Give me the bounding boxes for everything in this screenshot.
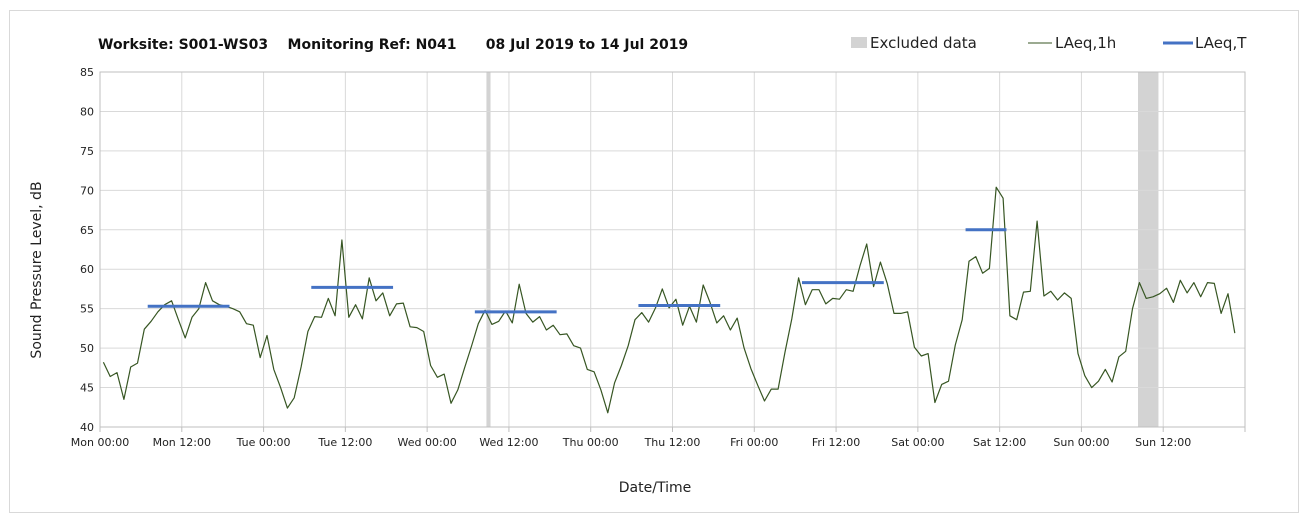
- legend-laeqt-label: LAeq,T: [1195, 34, 1247, 52]
- x-tick-label: Mon 00:00: [71, 436, 129, 449]
- y-tick-label: 60: [80, 263, 94, 276]
- x-tick-label: Sat 12:00: [973, 436, 1026, 449]
- x-tick-label: Tue 00:00: [236, 436, 291, 449]
- x-tick-label: Fri 12:00: [812, 436, 860, 449]
- legend-excluded-swatch: [851, 37, 867, 48]
- x-tick-label: Sun 00:00: [1053, 436, 1109, 449]
- x-tick-label: Thu 12:00: [644, 436, 701, 449]
- y-tick-label: 55: [80, 303, 94, 316]
- x-tick-label: Tue 12:00: [317, 436, 372, 449]
- laeq-1h-line: [102, 186, 1236, 414]
- y-tick-label: 80: [80, 105, 94, 118]
- x-tick-label: Fri 00:00: [730, 436, 778, 449]
- excluded-bands: [486, 72, 1159, 427]
- x-tick-label: Wed 00:00: [398, 436, 457, 449]
- y-tick-label: 50: [80, 342, 94, 355]
- legend-laeq1h-label: LAeq,1h: [1055, 34, 1116, 52]
- x-tick-label: Sat 00:00: [891, 436, 944, 449]
- x-tick-marks: [99, 427, 1246, 432]
- chart-title: Worksite: S001-WS03 Monitoring Ref: N041…: [98, 37, 688, 53]
- laeq-t-segments: [147, 228, 1007, 314]
- grid-lines: [99, 71, 1245, 428]
- x-tick-label: Mon 12:00: [153, 436, 211, 449]
- x-tick-label: Wed 12:00: [479, 436, 538, 449]
- legend: Excluded data LAeq,1h LAeq,T: [851, 34, 1247, 52]
- y-tick-label: 75: [80, 145, 94, 158]
- x-tick-labels: Mon 00:00 Mon 12:00 Tue 00:00 Tue 12:00 Wed …: [71, 436, 1191, 449]
- y-tick-label: 85: [80, 66, 94, 79]
- legend-excluded-label: Excluded data: [870, 34, 977, 52]
- y-tick-labels: 40 45 50 55 60 65 70 75 80 85: [80, 66, 94, 434]
- x-tick-label: Sun 12:00: [1135, 436, 1191, 449]
- y-tick-label: 70: [80, 184, 94, 197]
- y-axis-title: Sound Pressure Level, dB: [29, 181, 45, 358]
- y-tick-label: 40: [80, 421, 94, 434]
- x-axis-title: Date/Time: [619, 480, 691, 496]
- excluded-band: [1137, 72, 1159, 427]
- series-lines: [102, 186, 1236, 414]
- y-tick-label: 65: [80, 224, 94, 237]
- chart-frame: [9, 10, 1299, 513]
- x-tick-label: Thu 00:00: [562, 436, 619, 449]
- excluded-band: [486, 72, 491, 427]
- y-tick-label: 45: [80, 382, 94, 395]
